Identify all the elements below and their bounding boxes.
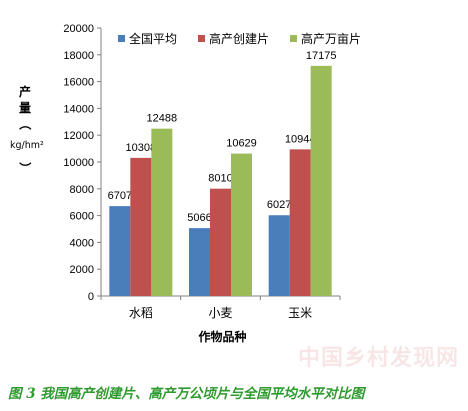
bar bbox=[310, 65, 332, 296]
chart-axes: 0 2000 4000 6000 8000 10000 12000 14000 16000 180… bbox=[63, 23, 341, 344]
y-axis-label-char: ） bbox=[18, 161, 32, 174]
y-tick-label: 18000 bbox=[63, 50, 94, 62]
bar bbox=[268, 215, 290, 296]
y-tick-label: 20000 bbox=[63, 23, 94, 35]
legend-swatch bbox=[198, 35, 205, 42]
y-tick-label: 2000 bbox=[70, 264, 94, 276]
watermark: 中国乡村发现网 bbox=[298, 345, 460, 371]
bar-chart: 0 2000 4000 6000 8000 10000 12000 14000 16000 180… bbox=[63, 23, 361, 344]
bar bbox=[210, 188, 231, 296]
y-tick-label: 4000 bbox=[70, 237, 94, 249]
y-axis-label-char: （ bbox=[18, 117, 32, 130]
y-tick-label: 8000 bbox=[70, 184, 94, 196]
y-tick-label: 6000 bbox=[70, 211, 94, 223]
x-tick-label: 玉米 bbox=[288, 306, 312, 320]
x-axis-label: 作物品种 bbox=[198, 329, 246, 344]
bar-value-label: 8010 bbox=[208, 173, 232, 185]
bar-value-label: 5066 bbox=[187, 212, 211, 224]
bar-value-label: 10944 bbox=[285, 133, 316, 145]
bar bbox=[130, 157, 152, 296]
figure-caption: 图 3 我国高产创建片、高产万公顷片与全国平均水平对比图 bbox=[8, 386, 365, 402]
y-axis-label-char: 产 bbox=[18, 85, 31, 99]
bar-value-label: 6027 bbox=[267, 199, 291, 211]
legend-swatch bbox=[290, 35, 297, 42]
y-tick-label: 16000 bbox=[63, 77, 94, 89]
legend-label: 全国平均 bbox=[129, 31, 177, 46]
y-axis-label-char: 量 bbox=[18, 101, 31, 115]
legend-swatch bbox=[118, 35, 125, 42]
x-tick-label: 水稻 bbox=[129, 306, 153, 320]
bar bbox=[109, 206, 131, 296]
bar-value-label: 12488 bbox=[147, 113, 178, 125]
chart-legend: 全国平均 高产创建片 高产万亩片 bbox=[118, 31, 361, 46]
bar bbox=[189, 228, 210, 296]
legend-label: 高产创建片 bbox=[209, 31, 269, 46]
bar-value-label: 10308 bbox=[126, 142, 157, 154]
bar bbox=[151, 128, 173, 296]
chart-bars: 6707 5066 6027 10308 8010 10944 12488 10629 1717… bbox=[108, 50, 337, 296]
bar bbox=[289, 149, 311, 296]
y-tick-label: 12000 bbox=[63, 130, 94, 142]
bar-value-label: 17175 bbox=[306, 50, 337, 62]
bar-value-label: 10629 bbox=[226, 138, 257, 150]
x-tick-label: 小麦 bbox=[208, 306, 232, 320]
y-tick-label: 14000 bbox=[63, 103, 94, 115]
y-tick-label: 10000 bbox=[63, 157, 94, 169]
legend-label: 高产万亩片 bbox=[301, 31, 361, 46]
y-axis-label: 产 量 （ kg/hm² ） bbox=[10, 84, 44, 176]
y-axis-label-unit: kg/hm² bbox=[10, 140, 44, 151]
bar-value-label: 6707 bbox=[108, 190, 132, 202]
y-tick-label: 0 bbox=[88, 291, 94, 303]
bar bbox=[231, 153, 252, 296]
